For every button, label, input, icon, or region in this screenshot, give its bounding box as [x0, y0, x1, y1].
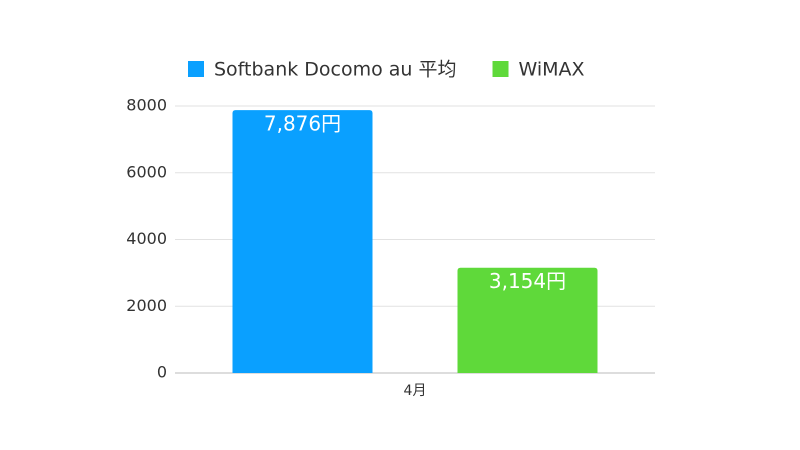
- y-tick-label: 0: [157, 363, 167, 382]
- y-tick-label: 2000: [126, 296, 167, 315]
- y-tick-label: 6000: [126, 162, 167, 181]
- value-label: 3,154円: [489, 269, 566, 293]
- legend-swatch: [188, 61, 204, 77]
- legend-swatch: [492, 61, 509, 77]
- x-tick-label: 4月: [404, 383, 427, 399]
- bar: [457, 267, 598, 373]
- bar: [232, 110, 373, 374]
- y-tick-label: 4000: [126, 229, 167, 248]
- y-tick-label: 8000: [126, 96, 167, 115]
- legend-label: Softbank Docomo au 平均: [214, 59, 457, 81]
- legend-label: WiMAX: [519, 59, 585, 81]
- value-label: 7,876円: [264, 112, 341, 136]
